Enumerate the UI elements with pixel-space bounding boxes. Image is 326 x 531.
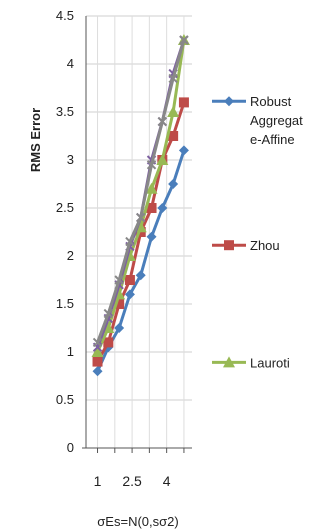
y-tick-label: 3 xyxy=(67,152,74,167)
y-tick-label: 1.5 xyxy=(56,296,74,311)
data-point xyxy=(136,212,146,223)
data-point xyxy=(168,73,178,84)
legend-marker xyxy=(224,96,234,107)
data-point xyxy=(91,346,104,357)
legend-label: Lauroti xyxy=(250,355,290,370)
data-point xyxy=(178,97,189,108)
data-point xyxy=(92,356,103,367)
data-point xyxy=(114,299,125,309)
axes xyxy=(82,16,192,453)
data-point xyxy=(146,160,157,170)
data-point xyxy=(157,116,168,127)
data-point xyxy=(146,203,157,213)
data-point xyxy=(156,154,169,165)
data-point xyxy=(145,182,158,194)
y-tick-label: 4.5 xyxy=(56,8,74,23)
y-tick-label: 1 xyxy=(67,344,74,359)
data-point xyxy=(178,145,189,156)
legend-item: Lauroti xyxy=(212,355,290,370)
data-point xyxy=(168,179,179,189)
legend-item: Zhou xyxy=(212,238,280,253)
data-point xyxy=(168,131,179,141)
data-point xyxy=(157,203,168,213)
y-axis-title: RMS Error xyxy=(28,108,43,172)
legend-label: Aggregat xyxy=(250,113,303,128)
data-point xyxy=(114,275,124,285)
data-point xyxy=(167,106,180,117)
data-point xyxy=(92,337,103,348)
legend-item: Robust Aggregat e-Affine xyxy=(212,94,303,147)
y-tick-label: 0 xyxy=(67,440,74,455)
data-point xyxy=(179,35,189,45)
y-tick-label: 4 xyxy=(67,56,74,71)
legend-label: e-Affine xyxy=(250,132,295,147)
y-tick-label: 0.5 xyxy=(56,392,74,407)
series-group xyxy=(91,34,190,377)
legend: Robust Aggregat e-Affine Zhou Lauroti xyxy=(212,94,303,370)
x-axis-title: σEs=N(0,sσ2) xyxy=(97,514,178,529)
legend-label: Robust xyxy=(250,94,292,109)
data-point xyxy=(124,275,135,285)
data-point xyxy=(124,289,135,300)
x-tick-label: 1 xyxy=(94,473,102,489)
legend-label: Zhou xyxy=(250,238,280,253)
y-tick-labels: 0 0.5 1 1.5 2 2.5 3 3.5 4 4.5 xyxy=(56,8,74,455)
y-tick-label: 3.5 xyxy=(56,104,74,119)
series-lauroti xyxy=(91,34,190,357)
x-tick-label: 2.5 xyxy=(122,473,142,489)
legend-marker xyxy=(224,240,234,251)
data-point xyxy=(92,366,103,377)
data-point xyxy=(125,236,135,247)
data-point xyxy=(103,308,114,319)
data-point xyxy=(103,337,114,348)
x-tick-label: 4 xyxy=(163,473,171,489)
x-tick-labels: 1 2.5 4 xyxy=(94,473,171,489)
data-point xyxy=(114,323,125,333)
y-tick-label: 2 xyxy=(67,248,74,263)
series-extra2 xyxy=(92,35,189,348)
data-point xyxy=(146,231,157,242)
legend-marker xyxy=(223,356,235,368)
y-tick-label: 2.5 xyxy=(56,200,74,215)
data-point xyxy=(135,270,146,281)
